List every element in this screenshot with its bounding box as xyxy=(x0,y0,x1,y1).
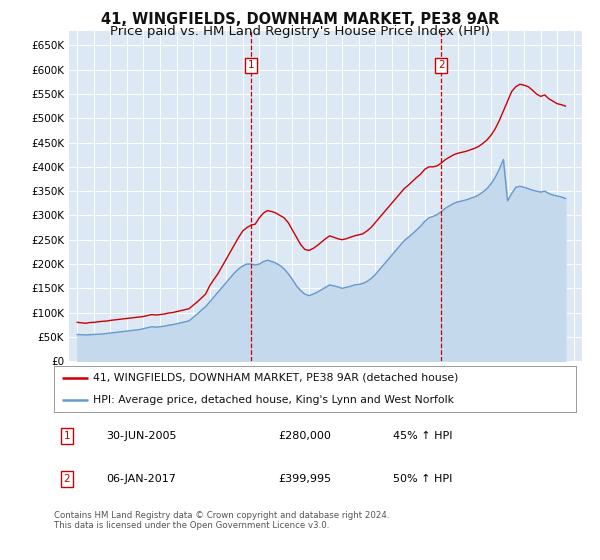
Text: 1: 1 xyxy=(64,431,70,441)
Text: 50% ↑ HPI: 50% ↑ HPI xyxy=(394,474,452,484)
Text: 30-JUN-2005: 30-JUN-2005 xyxy=(106,431,176,441)
Text: 1: 1 xyxy=(248,60,254,71)
Text: Contains HM Land Registry data © Crown copyright and database right 2024.
This d: Contains HM Land Registry data © Crown c… xyxy=(54,511,389,530)
Text: 06-JAN-2017: 06-JAN-2017 xyxy=(106,474,176,484)
Text: 45% ↑ HPI: 45% ↑ HPI xyxy=(394,431,453,441)
Text: 41, WINGFIELDS, DOWNHAM MARKET, PE38 9AR: 41, WINGFIELDS, DOWNHAM MARKET, PE38 9AR xyxy=(101,12,499,27)
Text: 2: 2 xyxy=(438,60,445,71)
Text: £280,000: £280,000 xyxy=(278,431,331,441)
Text: 41, WINGFIELDS, DOWNHAM MARKET, PE38 9AR (detached house): 41, WINGFIELDS, DOWNHAM MARKET, PE38 9AR… xyxy=(93,372,458,382)
Text: £399,995: £399,995 xyxy=(278,474,332,484)
Text: HPI: Average price, detached house, King's Lynn and West Norfolk: HPI: Average price, detached house, King… xyxy=(93,395,454,405)
Text: Price paid vs. HM Land Registry's House Price Index (HPI): Price paid vs. HM Land Registry's House … xyxy=(110,25,490,38)
Text: 2: 2 xyxy=(64,474,70,484)
